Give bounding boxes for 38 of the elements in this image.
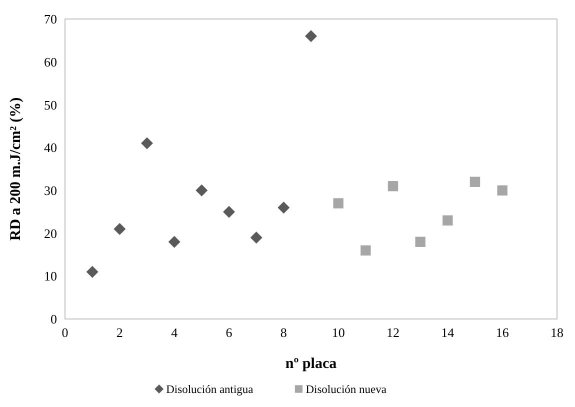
point <box>223 206 235 218</box>
point <box>497 185 508 196</box>
y-tick-label: 60 <box>44 54 57 70</box>
point <box>196 184 208 196</box>
x-tick-label: 6 <box>226 325 233 340</box>
point <box>141 137 153 150</box>
x-tick-label: 2 <box>116 325 123 340</box>
y-tick-label: 40 <box>44 140 57 156</box>
point <box>470 176 480 187</box>
point <box>442 215 453 226</box>
point <box>278 202 290 214</box>
x-tick-label: 8 <box>280 325 287 340</box>
point <box>333 198 344 208</box>
point <box>86 266 98 278</box>
point <box>415 236 426 247</box>
point <box>388 181 398 192</box>
y-tick-label: 0 <box>50 312 57 327</box>
y-tick-label: 50 <box>44 97 57 112</box>
x-tick-label: 4 <box>171 325 178 340</box>
x-axis-title: nº placa <box>285 356 338 372</box>
point <box>360 245 371 256</box>
legend-label: Disolución nueva <box>306 384 387 396</box>
y-axis-title: RD a 200 m.J/cm² (%) <box>8 97 24 241</box>
x-tick-label: 0 <box>62 325 68 340</box>
point <box>305 30 317 42</box>
y-tick-label: 30 <box>44 182 57 198</box>
x-tick-label: 14 <box>441 325 455 340</box>
legend-label: Disolución antigua <box>166 384 254 396</box>
point <box>168 236 180 248</box>
y-tick-label: 20 <box>44 226 57 241</box>
y-tick-label: 70 <box>44 12 57 27</box>
point <box>114 223 126 235</box>
point <box>250 232 262 244</box>
y-tick-label: 10 <box>44 268 57 284</box>
x-tick-label: 12 <box>386 325 400 340</box>
x-tick-label: 18 <box>550 325 564 340</box>
x-tick-label: 10 <box>332 325 345 340</box>
x-tick-label: 16 <box>496 325 510 340</box>
